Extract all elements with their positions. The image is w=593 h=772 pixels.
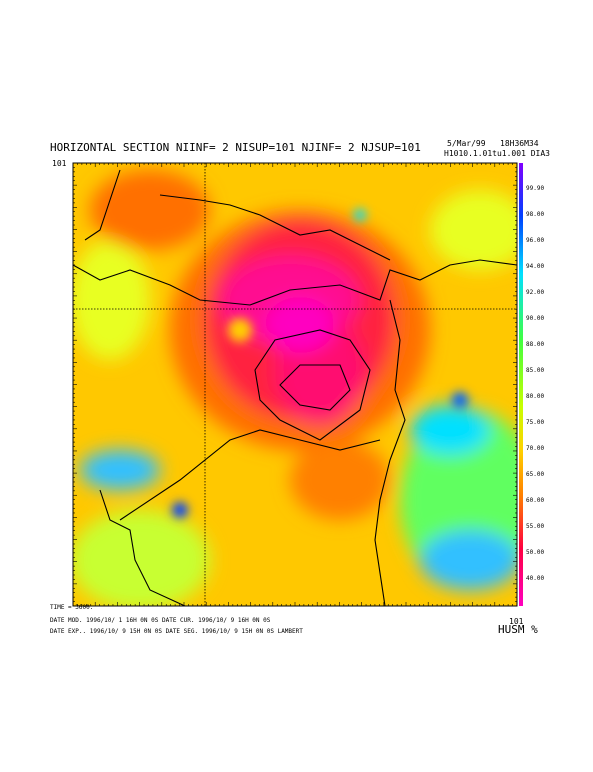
colorbar-label: 99.90 [526,185,544,192]
frame-ticks [72,162,518,607]
colorbar-label: 50.00 [526,549,544,556]
colorbar-label: 94.00 [526,263,544,270]
colorbar-label: 96.00 [526,237,544,244]
field [73,163,517,606]
colorbar-label: 90.00 [526,315,544,322]
date: 5/Mar/99 [447,139,486,148]
date-line-2: DATE EXP.. 1996/10/ 9 15H 0N 0S DATE SEG… [50,628,303,635]
title: HORIZONTAL SECTION NIINF= 2 NISUP=101 NJ… [50,141,421,154]
colorbar-label: 65.00 [526,471,544,478]
colorbar-label: 55.00 [526,523,544,530]
time-label: TIME = 3600. [50,604,93,611]
time: 18H36M34 [500,139,539,148]
run-code: H1010.1.01tu1.001 DIA3 [444,149,550,158]
colorbar-label: 98.00 [526,211,544,218]
corner-label-right: 101 [509,617,524,626]
colorbar-label: 40.00 [526,575,544,582]
variable-label: HUSM % [498,623,538,636]
corner-label: 101 [52,159,67,168]
colorbar-label: 88.00 [526,341,544,348]
colorbar-label: 85.00 [526,367,544,374]
colorbar-label: 70.00 [526,445,544,452]
colorbar-label: 75.00 [526,419,544,426]
date-line-1: DATE MOD. 1996/10/ 1 16H 0N 0S DATE CUR.… [50,617,271,624]
colorbar-label: 60.00 [526,497,544,504]
colorbar-label: 92.00 [526,289,544,296]
colorbar [519,163,523,606]
colorbar-label: 80.00 [526,393,544,400]
